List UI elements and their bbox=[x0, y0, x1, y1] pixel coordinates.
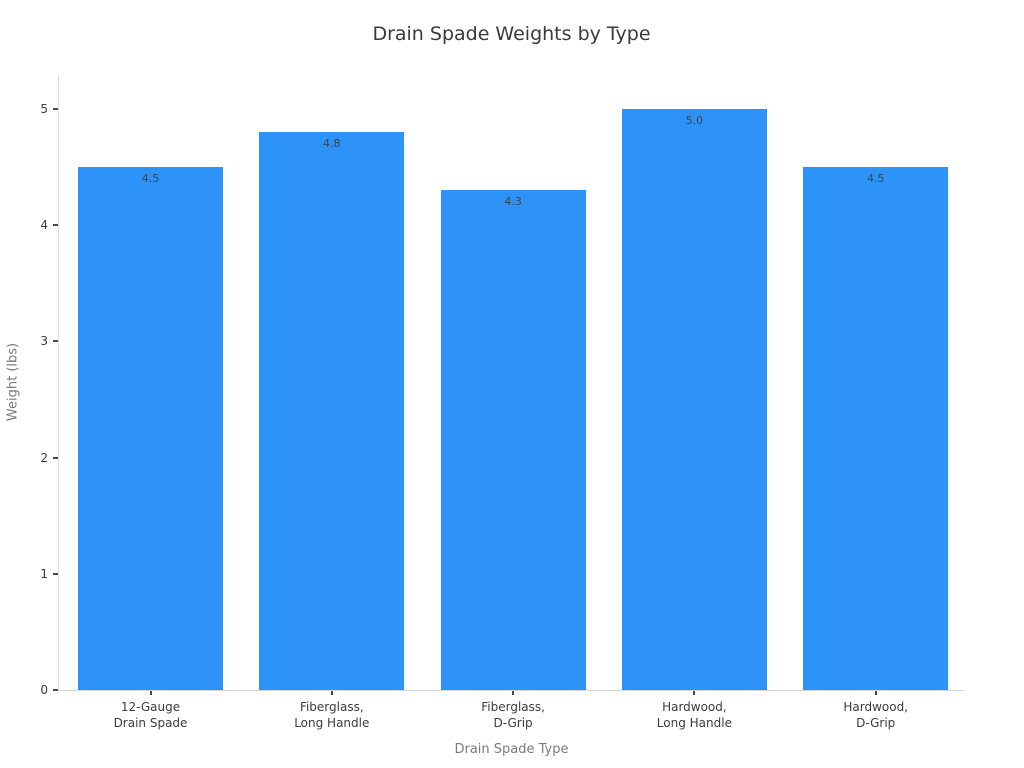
x-axis-spine bbox=[58, 690, 965, 691]
x-tick-mark bbox=[512, 691, 515, 695]
x-axis-title: Drain Spade Type bbox=[454, 742, 569, 757]
x-tick-label: Hardwood, Long Handle bbox=[656, 700, 732, 730]
bar-value-label: 4.5 bbox=[866, 172, 885, 186]
chart-title: Drain Spade Weights by Type bbox=[372, 23, 651, 45]
bar: 4.5 bbox=[803, 167, 949, 690]
x-tick-label: Fiberglass, D-Grip bbox=[481, 700, 545, 730]
y-tick-label: 1 bbox=[40, 566, 48, 581]
bar: 4.8 bbox=[259, 132, 405, 690]
y-tick-mark bbox=[53, 689, 58, 691]
y-axis-spine bbox=[58, 75, 59, 691]
x-tick-label: 12-Gauge Drain Spade bbox=[113, 700, 188, 730]
y-tick-label: 0 bbox=[40, 683, 48, 697]
x-tick-mark bbox=[149, 691, 152, 695]
y-tick-label: 4 bbox=[40, 218, 48, 233]
y-tick-mark bbox=[53, 224, 58, 227]
bar-value-label: 4.8 bbox=[323, 137, 341, 151]
bar-value-label: 4.5 bbox=[141, 172, 160, 186]
x-tick-mark bbox=[693, 691, 696, 695]
y-tick-mark bbox=[53, 572, 58, 575]
y-tick-label: 2 bbox=[40, 450, 48, 465]
y-tick-mark bbox=[53, 340, 58, 343]
y-tick-label: 5 bbox=[40, 102, 48, 116]
bar: 4.5 bbox=[78, 167, 223, 690]
y-tick-mark bbox=[53, 456, 58, 459]
bar: 5.0 bbox=[621, 109, 767, 690]
bar-value-label: 5.0 bbox=[685, 114, 704, 127]
plot-area: 4.5 4.8 4.3 5.0 4.5 bbox=[59, 75, 964, 690]
x-tick-label: Fiberglass, Long Handle bbox=[294, 700, 370, 730]
y-tick-mark bbox=[53, 108, 58, 110]
y-tick-label: 3 bbox=[40, 334, 48, 349]
x-tick-label: Hardwood, D-Grip bbox=[843, 700, 909, 730]
x-tick-mark bbox=[874, 691, 877, 695]
bar: 4.3 bbox=[440, 190, 586, 690]
y-axis-title: Weight (lbs) bbox=[5, 342, 21, 422]
x-tick-mark bbox=[330, 691, 333, 695]
bar-value-label: 4.3 bbox=[504, 195, 522, 209]
